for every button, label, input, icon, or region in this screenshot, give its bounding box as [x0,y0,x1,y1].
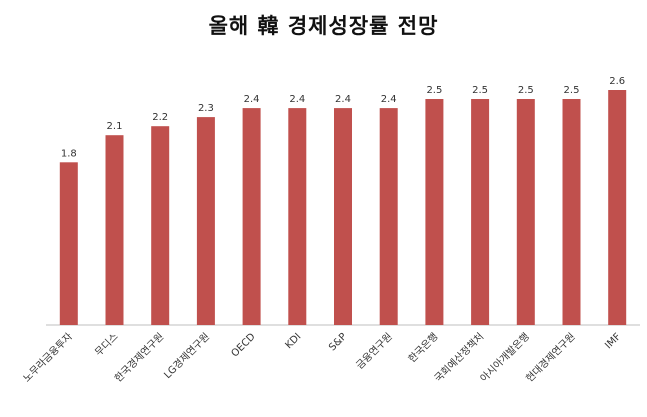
category-label-5: KDI [283,331,303,351]
category-label-7: 금융연구원 [354,331,395,372]
category-label-1: 무디스 [93,331,121,359]
bar-3 [196,117,215,325]
category-label-12: IMF [603,331,623,351]
value-label-2: 2.2 [152,112,168,123]
bar-1 [105,135,124,325]
chart-title: 올해 韓 경제성장률 전망 [208,14,439,38]
value-label-12: 2.6 [609,76,625,87]
bar-0 [59,162,78,325]
value-label-0: 1.8 [61,148,77,159]
category-label-8: 한국은행 [406,331,441,366]
bar-2 [151,126,170,325]
bar-12 [608,90,627,325]
category-label-11: 현대경제연구원 [523,330,578,385]
bar-7 [379,108,398,325]
value-label-3: 2.3 [198,103,214,114]
category-label-2: 한국경제연구원 [112,330,167,385]
category-label-4: OECD [230,331,258,359]
bar-8 [425,99,444,325]
bar-5 [288,108,307,325]
bar-4 [242,108,261,325]
bar-11 [562,99,581,325]
value-label-4: 2.4 [244,94,260,105]
bar-9 [471,99,490,325]
value-label-7: 2.4 [381,94,397,105]
value-label-5: 2.4 [289,94,305,105]
category-label-0: 노무라금융투자 [21,331,75,385]
value-label-8: 2.5 [426,85,442,96]
bar-10 [516,99,535,325]
category-label-3: LG경제연구원 [161,330,212,381]
bar-6 [334,108,352,325]
value-label-9: 2.5 [472,85,488,96]
category-label-6: S&P [327,331,349,353]
value-label-1: 2.1 [107,121,123,132]
value-label-10: 2.5 [518,85,534,96]
value-label-6: 2.4 [335,94,351,105]
value-label-11: 2.5 [564,85,580,96]
